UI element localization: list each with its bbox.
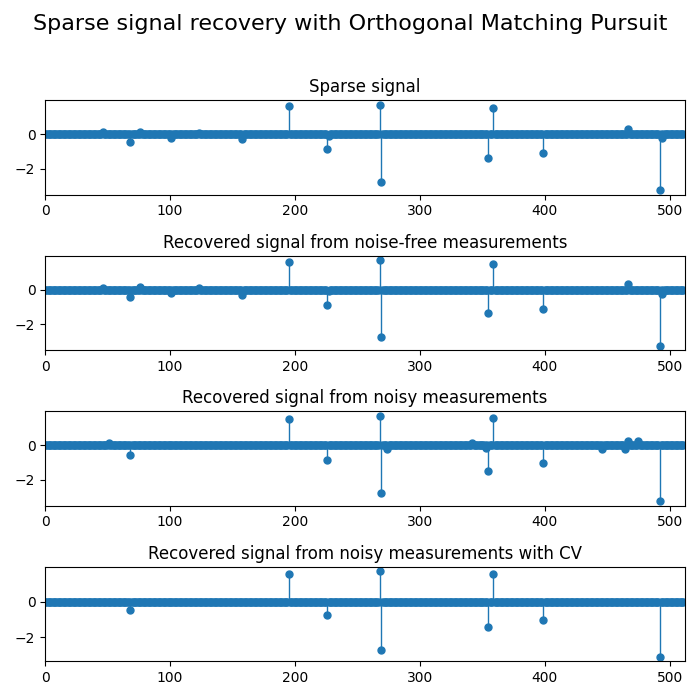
Text: Sparse signal recovery with Orthogonal Matching Pursuit: Sparse signal recovery with Orthogonal M…	[33, 14, 667, 34]
Title: Recovered signal from noisy measurements: Recovered signal from noisy measurements	[182, 389, 547, 407]
Title: Sparse signal: Sparse signal	[309, 78, 421, 96]
Title: Recovered signal from noise-free measurements: Recovered signal from noise-free measure…	[162, 234, 567, 251]
Title: Recovered signal from noisy measurements with CV: Recovered signal from noisy measurements…	[148, 545, 582, 563]
